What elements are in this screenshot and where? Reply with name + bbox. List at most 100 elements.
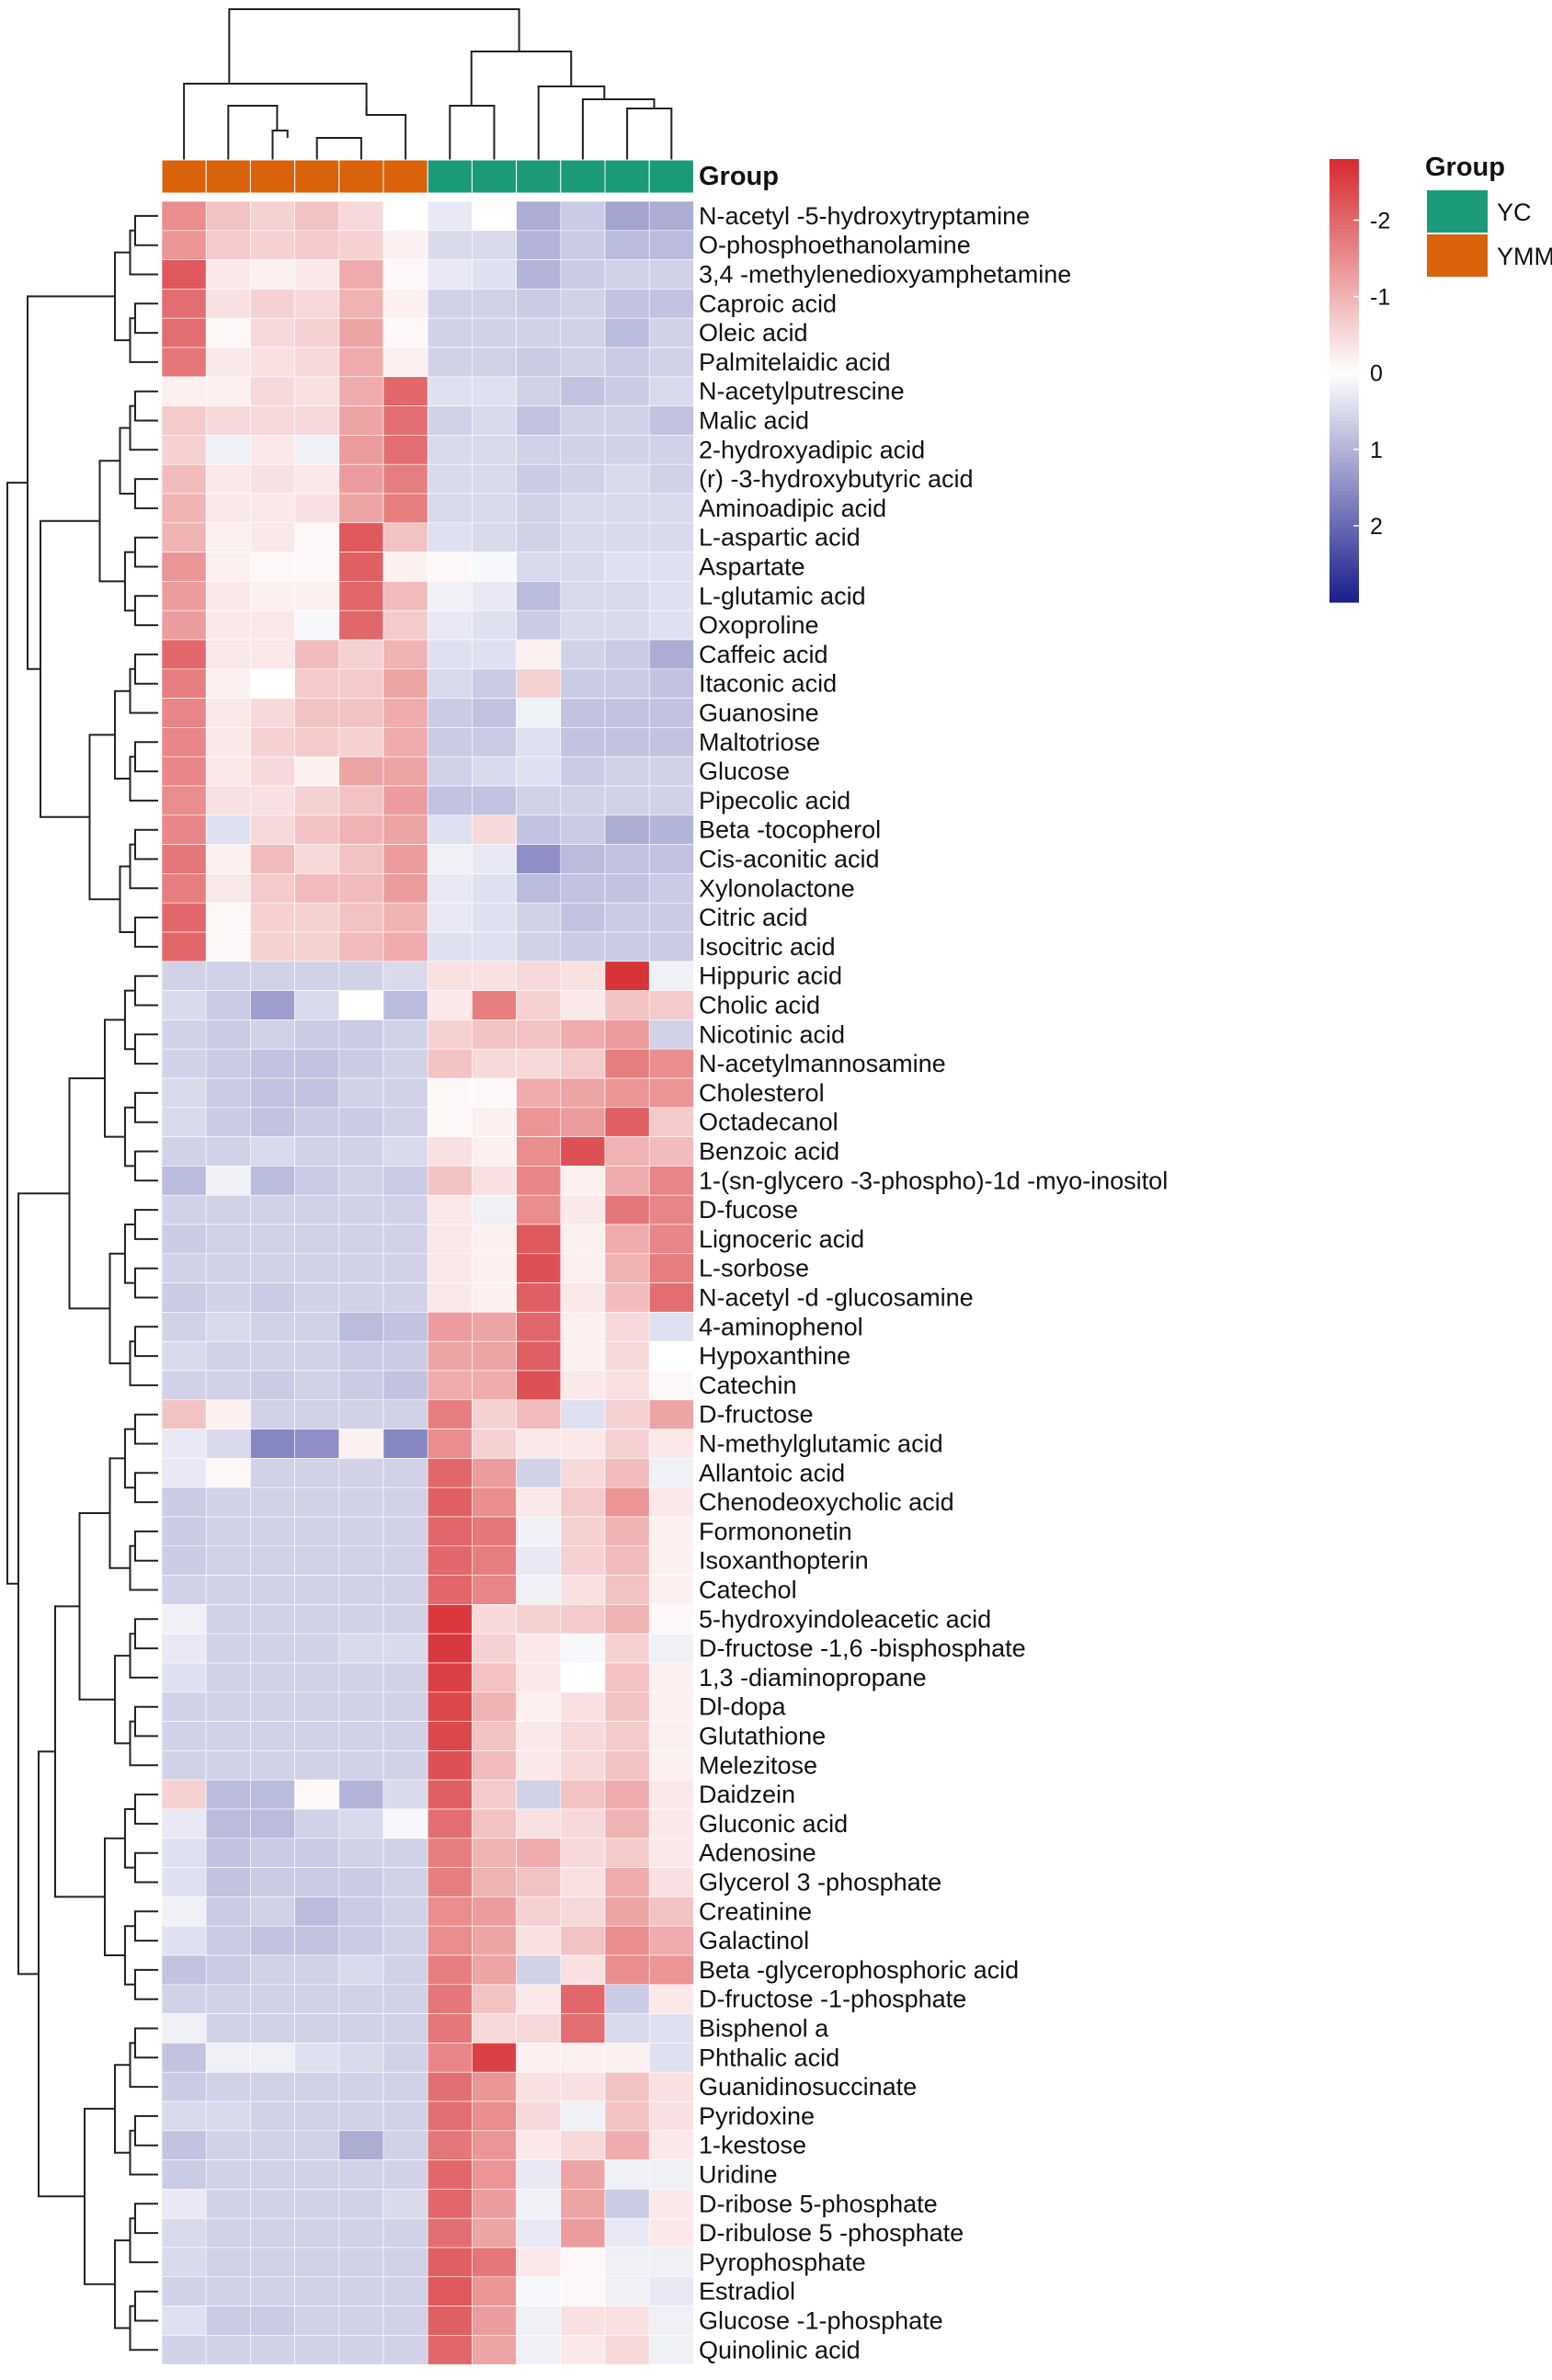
heatmap-cell xyxy=(604,463,650,495)
heatmap-cell xyxy=(205,1370,251,1401)
heatmap-cell xyxy=(427,1166,473,1196)
heatmap-cell xyxy=(250,376,295,406)
row-label: Daidzein xyxy=(699,1781,795,1808)
heatmap-cell xyxy=(560,2276,606,2306)
row-label: Caproic acid xyxy=(699,290,837,317)
heatmap-cell xyxy=(161,1867,207,1897)
heatmap-cell xyxy=(250,347,295,378)
heatmap-cell xyxy=(516,1429,562,1459)
colorbar-segment xyxy=(1329,328,1359,334)
row-label: Galactinol xyxy=(699,1927,809,1954)
row-dendrogram-link xyxy=(124,989,135,1051)
heatmap-cell xyxy=(560,2071,606,2102)
heatmap-cell xyxy=(382,2013,428,2044)
heatmap-cell xyxy=(516,2130,562,2160)
heatmap-cell xyxy=(382,698,428,728)
heatmap-cell xyxy=(382,1224,428,1255)
heatmap-cell xyxy=(250,1604,295,1634)
heatmap-cell xyxy=(161,2335,207,2365)
heatmap-cell xyxy=(382,902,428,933)
heatmap-cell xyxy=(604,1399,650,1429)
heatmap-cell xyxy=(161,317,207,348)
heatmap-cell xyxy=(294,1867,340,1897)
heatmap-cell xyxy=(472,1984,517,2014)
heatmap-cell xyxy=(427,347,473,378)
heatmap-cell xyxy=(560,1224,606,1255)
row-label: Glucose xyxy=(699,757,790,785)
heatmap-cell xyxy=(648,1429,694,1459)
heatmap-cell xyxy=(604,230,650,260)
heatmap-cell xyxy=(604,2013,650,2044)
heatmap-cell xyxy=(516,931,562,962)
row-dendrogram-link xyxy=(134,1209,158,1240)
heatmap-cell xyxy=(338,230,384,260)
colorbar-segment xyxy=(1329,439,1359,444)
heatmap-cell xyxy=(427,493,473,524)
heatmap-cell xyxy=(560,1925,606,1956)
row-label: Octadecanol xyxy=(699,1109,839,1136)
heatmap-cell xyxy=(427,1808,473,1839)
heatmap-cell xyxy=(648,785,694,816)
heatmap-cell xyxy=(338,814,384,845)
heatmap-cell xyxy=(382,1282,428,1313)
legend-label: YC xyxy=(1497,199,1532,226)
colorbar-segment xyxy=(1329,443,1359,448)
row-dendrogram-link xyxy=(134,2290,158,2322)
colorbar-segment xyxy=(1329,432,1359,437)
heatmap-cell xyxy=(250,2159,295,2190)
heatmap-cell xyxy=(560,493,606,524)
heatmap-cell xyxy=(560,931,606,962)
heatmap-cell xyxy=(294,1779,340,1810)
heatmap-cell xyxy=(382,2335,428,2365)
heatmap-cell xyxy=(294,552,340,582)
heatmap-cell xyxy=(604,2335,650,2365)
heatmap-cell xyxy=(338,698,384,728)
heatmap-cell xyxy=(516,2335,562,2365)
row-dendrogram-link xyxy=(108,1252,131,1365)
heatmap-cell xyxy=(472,2306,517,2336)
heatmap-cell xyxy=(338,1136,384,1167)
heatmap-cell xyxy=(560,2247,606,2278)
heatmap-cell xyxy=(472,1516,517,1547)
group-bar-cell xyxy=(382,159,428,194)
row-dendrogram-link xyxy=(134,302,158,335)
heatmap-cell xyxy=(604,698,650,728)
heatmap-cell xyxy=(250,1136,295,1167)
row-label: Dl-dopa xyxy=(699,1693,787,1721)
row-dendrogram-link xyxy=(134,478,158,509)
heatmap-cell xyxy=(560,1107,606,1137)
heatmap-cell xyxy=(338,2013,384,2044)
heatmap-cell xyxy=(294,1691,340,1722)
heatmap-cell xyxy=(472,2071,517,2102)
heatmap-cell xyxy=(161,463,207,495)
heatmap-cell xyxy=(648,230,694,260)
heatmap-cell xyxy=(161,259,207,290)
heatmap-cell xyxy=(382,289,428,319)
heatmap-cell xyxy=(648,844,694,874)
heatmap-cell xyxy=(161,1750,207,1781)
heatmap-cell xyxy=(560,873,606,904)
heatmap-cell xyxy=(472,1224,517,1255)
heatmap-cell xyxy=(338,1750,384,1781)
heatmap-cell xyxy=(604,727,650,757)
heatmap-cell xyxy=(560,1077,606,1109)
heatmap-cell xyxy=(648,2071,694,2102)
heatmap-cell xyxy=(382,1429,428,1459)
colorbar-segment xyxy=(1329,491,1359,496)
heatmap-cell xyxy=(604,1253,650,1283)
heatmap-cell xyxy=(472,1867,517,1897)
group-row-label: Group xyxy=(699,162,779,191)
heatmap-cell xyxy=(382,1253,428,1283)
column-dendrogram-link xyxy=(271,130,289,160)
row-label: Cis-aconitic acid xyxy=(699,846,880,873)
colorbar-segment xyxy=(1329,410,1359,415)
colorbar-segment xyxy=(1329,458,1359,462)
row-dendrogram-link xyxy=(114,251,131,342)
row-dendrogram-link xyxy=(134,2027,158,2059)
heatmap-cell xyxy=(205,814,251,845)
heatmap-cell xyxy=(516,1458,562,1488)
heatmap-cell xyxy=(472,376,517,406)
row-label: Catechol xyxy=(699,1577,797,1604)
heatmap-cell xyxy=(382,1604,428,1634)
